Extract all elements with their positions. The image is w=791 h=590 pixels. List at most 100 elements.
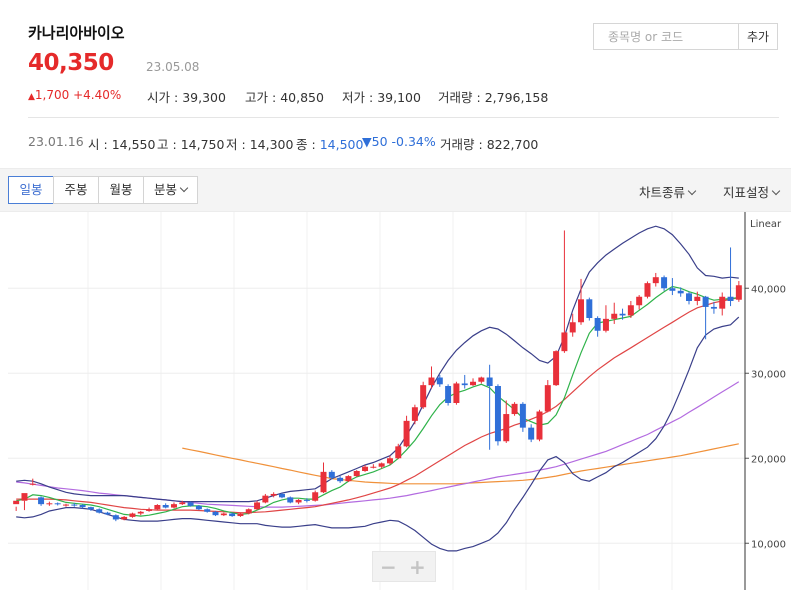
chevron-down-icon [687,186,697,196]
candle-body [735,285,742,300]
low-stat: 저가 : 39,100 [342,90,421,105]
candle-body [710,306,717,309]
tab-weekly[interactable]: 주봉 [53,176,99,204]
candle-body [195,505,202,510]
down-arrow-icon: ▼ [362,134,372,149]
bollinger-lower-line [16,316,740,552]
candle-body [179,502,186,505]
candle-body [320,471,327,493]
candle-body [378,463,385,467]
price-date: 23.05.08 [146,60,200,74]
bollinger-upper-line [16,225,739,503]
candle-body [536,411,543,440]
candle-body [686,293,692,301]
up-arrow-icon: ▲ [28,92,35,102]
high-stat: 고가 : 40,850 [245,90,324,105]
candle-body [237,513,244,517]
candle-body [353,471,360,477]
candle-volume: 거래량 : 822,700 [440,137,539,152]
candle-body [362,466,369,471]
candle-body [312,492,319,501]
y-tick-label: 20,000 [751,454,786,465]
candle-body [669,288,676,291]
candle-body [436,377,443,385]
candle-body [486,377,493,386]
tab-daily[interactable]: 일봉 [8,176,54,204]
candle-body [528,427,535,440]
tab-monthly[interactable]: 월봉 [98,176,144,204]
candle-body [511,403,518,415]
candle-body [79,505,86,508]
candle-body [386,458,393,464]
candle-body [345,476,352,482]
scale-label: Linear [750,219,782,230]
candle-body [303,499,310,501]
candle-body [262,495,269,503]
candle-body [337,477,344,482]
candle-body [611,313,618,319]
zoom-out-button[interactable]: − [380,555,397,579]
candle-body [104,512,111,515]
candle-body [652,277,659,284]
candle-body [694,296,701,301]
candlestick-chart[interactable]: 10,000 20,000 30,000 40,000 Linear [0,212,791,590]
candle-body [494,386,501,442]
candle-body [578,299,585,323]
candle-body [29,483,36,485]
chevron-down-icon [179,183,189,193]
candle-body [254,502,261,510]
candle-body [395,446,402,459]
candle-body [170,504,177,508]
ma120-line [182,443,739,485]
tab-minute[interactable]: 분봉 [143,176,198,204]
candle-body [54,503,61,505]
candle-body [13,500,20,505]
indicator-menu[interactable]: 지표설정 [723,182,781,201]
candle-body [245,509,252,514]
zoom-in-button[interactable]: + [409,555,426,579]
candle-body [278,493,285,498]
candle-change: ▼50 -0.34% [362,134,436,149]
candle-date: 23.01.16 [28,134,84,149]
candle-body [586,299,593,318]
candle-low: 저 : 14,300 [226,137,294,152]
candle-body [478,377,485,382]
price-change: ▲1,700 +4.40% [28,88,121,102]
candle-body [569,322,576,333]
candle-body [162,505,169,508]
candle-body [38,497,45,505]
candle-body [727,296,734,301]
zoom-control: − + [372,551,436,582]
chart-toolbar: 일봉 주봉 월봉 분봉 차트종류 지표설정 [0,168,791,212]
candle-body [204,509,211,512]
volume-stat: 거래량 : 2,796,158 [438,90,549,105]
candle-body [544,385,551,412]
candle-body [21,493,28,501]
candle-body [519,403,526,428]
candle-body [428,377,435,386]
candle-body [470,381,477,386]
candle-body [702,296,709,307]
current-price: 40,350 [28,50,114,76]
candle-body [154,505,161,510]
candle-body [46,503,53,505]
candle-body [287,497,294,503]
search-box [593,23,739,50]
candle-body [112,515,119,520]
chart-type-menu[interactable]: 차트종류 [639,182,697,201]
search-input[interactable] [594,24,739,49]
candle-high: 고 : 14,750 [157,137,225,152]
ma5-line [16,285,739,517]
ma20-line [16,297,739,514]
ma60-line [16,381,740,508]
candle-body [594,318,601,331]
candle-body [129,513,136,517]
candle-body [411,407,418,421]
candle-body [661,277,668,289]
y-tick-label: 40,000 [751,284,786,295]
candle-body [229,513,236,517]
candle-body [71,504,78,506]
candle-body [370,466,377,468]
add-button[interactable]: 추가 [738,23,778,50]
y-tick-label: 10,000 [751,539,786,550]
